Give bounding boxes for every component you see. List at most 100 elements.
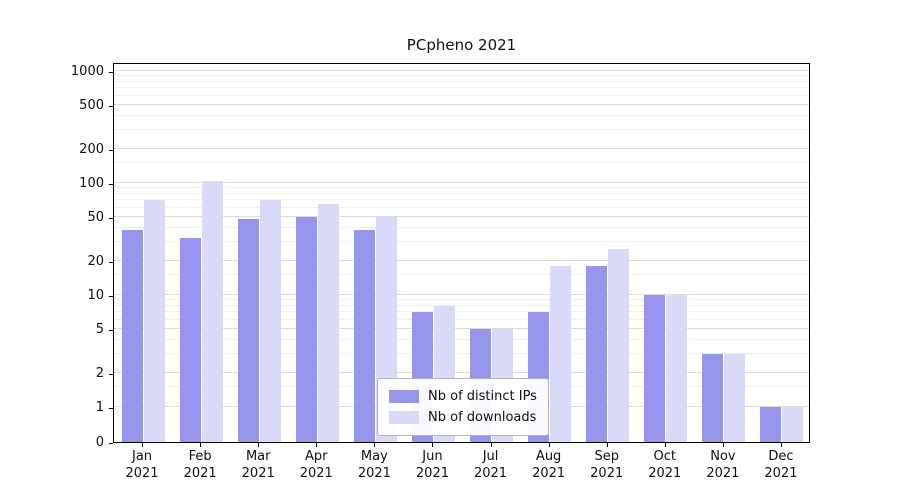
- y-tick-mark: [109, 443, 113, 444]
- gridline-minor: [114, 87, 809, 89]
- x-tick-label: Mar 2021: [241, 449, 275, 481]
- bar-downloads: [550, 266, 572, 442]
- gridline-minor: [114, 240, 809, 242]
- gridline-minor: [114, 226, 809, 228]
- plot-area: Nb of distinct IPs Nb of downloads: [113, 63, 810, 443]
- bar-downloads: [143, 200, 165, 442]
- gridline-minor: [114, 128, 809, 130]
- y-tick-mark: [109, 105, 113, 107]
- y-tick-mark: [109, 150, 113, 152]
- bar-distinct-ips: [644, 295, 666, 442]
- gridline-minor: [114, 206, 809, 208]
- bar-downloads: [201, 180, 223, 442]
- gridline-minor: [114, 80, 809, 82]
- x-tick-label: Aug 2021: [532, 449, 566, 481]
- y-tick-label: 5: [95, 321, 104, 337]
- gridline-major: [114, 372, 809, 374]
- gridline-minor: [114, 352, 809, 354]
- x-tick-mark: [316, 443, 318, 447]
- x-tick-mark: [722, 443, 724, 447]
- y-tick-label: 10: [87, 288, 104, 303]
- gridline-minor: [114, 299, 809, 301]
- gridline-minor: [114, 94, 809, 96]
- y-tick-label: 2: [95, 366, 104, 382]
- y-tick-label: 1: [95, 400, 104, 415]
- x-tick-mark: [374, 443, 376, 447]
- y-tick-label: 1000: [70, 64, 104, 79]
- x-tick-label: Sep 2021: [590, 449, 624, 481]
- x-tick-label: Apr 2021: [299, 449, 333, 481]
- x-tick-mark: [490, 443, 492, 447]
- y-tick-label: 200: [79, 142, 104, 158]
- bar-downloads: [259, 200, 281, 442]
- gridline-major: [114, 182, 809, 183]
- bar-downloads: [608, 248, 630, 442]
- legend: Nb of distinct IPs Nb of downloads: [377, 378, 549, 436]
- bar-distinct-ips: [121, 230, 143, 442]
- bar-downloads: [317, 203, 339, 442]
- y-tick-mark: [109, 184, 113, 185]
- x-tick-label: Jun 2021: [415, 449, 449, 481]
- gridline-major: [114, 260, 809, 262]
- legend-label-distinct-ips: Nb of distinct IPs: [428, 389, 537, 404]
- bar-downloads: [782, 407, 804, 442]
- chart-title: PCpheno 2021: [406, 36, 517, 54]
- bar-downloads: [666, 295, 688, 442]
- x-tick-label: Jul 2021: [473, 449, 508, 481]
- x-tick-mark: [258, 443, 260, 447]
- legend-label-downloads: Nb of downloads: [428, 410, 537, 425]
- x-tick-mark: [664, 443, 666, 447]
- y-tick-label: 0: [95, 435, 104, 450]
- gridline-major: [114, 215, 809, 217]
- gridline-major: [114, 327, 809, 329]
- x-tick-mark: [548, 443, 550, 447]
- bar-distinct-ips: [179, 238, 201, 442]
- bar-distinct-ips: [237, 218, 259, 442]
- x-tick-label: Jan 2021: [125, 449, 159, 481]
- gridline-minor: [114, 318, 809, 320]
- gridline-minor: [114, 304, 809, 306]
- y-tick-mark: [109, 217, 113, 219]
- gridline-minor: [114, 274, 809, 276]
- y-tick-label: 100: [79, 176, 104, 191]
- x-tick-label: Nov 2021: [706, 449, 740, 481]
- x-tick-mark: [142, 443, 144, 447]
- gridline-minor: [114, 162, 809, 164]
- x-tick-mark: [780, 443, 782, 447]
- bar-downloads: [724, 353, 746, 442]
- gridline-minor: [114, 192, 809, 194]
- x-tick-label: May 2021: [357, 449, 391, 481]
- y-tick-mark: [109, 296, 113, 297]
- gridline-minor: [114, 187, 809, 189]
- gridline-minor: [114, 311, 809, 313]
- legend-item-distinct-ips: Nb of distinct IPs: [389, 386, 537, 407]
- bar-distinct-ips: [702, 353, 724, 442]
- y-tick-label: 50: [87, 209, 104, 225]
- y-tick-label: 20: [87, 254, 104, 270]
- bar-distinct-ips: [760, 407, 782, 442]
- bar-distinct-ips: [353, 230, 375, 442]
- y-tick-label: 500: [79, 97, 104, 113]
- x-tick-label: Dec 2021: [764, 449, 798, 481]
- gridline-major: [114, 103, 809, 105]
- x-tick-label: Oct 2021: [648, 449, 682, 481]
- gridline-minor: [114, 338, 809, 340]
- bar-distinct-ips: [586, 266, 608, 442]
- gridline-minor: [114, 199, 809, 201]
- legend-item-downloads: Nb of downloads: [389, 407, 537, 428]
- x-tick-mark: [200, 443, 202, 447]
- y-tick-mark: [109, 329, 113, 331]
- gridline-major: [114, 70, 809, 71]
- y-tick-mark: [109, 408, 113, 409]
- y-tick-mark: [109, 72, 113, 73]
- legend-swatch-distinct-ips: [389, 390, 419, 403]
- y-tick-mark: [109, 262, 113, 264]
- gridline-minor: [114, 114, 809, 116]
- x-tick-mark: [606, 443, 608, 447]
- x-tick-mark: [432, 443, 434, 447]
- x-tick-label: Feb 2021: [183, 449, 217, 481]
- bar-distinct-ips: [295, 216, 317, 442]
- gridline-major: [114, 294, 809, 295]
- y-tick-mark: [109, 374, 113, 376]
